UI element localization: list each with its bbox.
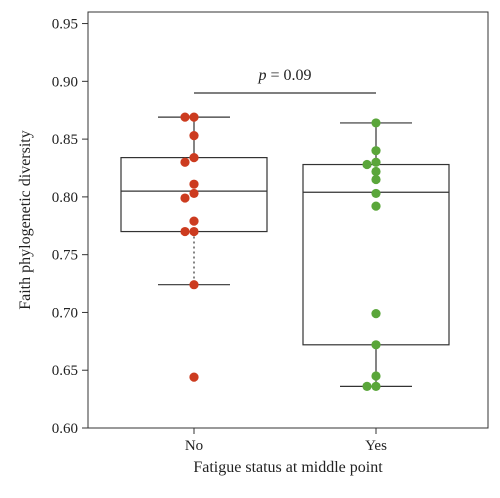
- p-value-annotation: p = 0.09: [257, 67, 311, 84]
- data-point: [189, 280, 199, 290]
- y-tick-label: 0.95: [52, 17, 78, 33]
- x-axis: No Yes: [185, 428, 387, 454]
- data-point: [371, 201, 381, 211]
- data-point: [371, 174, 381, 185]
- data-point: [371, 118, 381, 128]
- data-point: [371, 371, 381, 381]
- points-layer: [180, 112, 381, 391]
- x-tick-label: Yes: [365, 438, 387, 454]
- data-point: [371, 188, 381, 199]
- data-point: [189, 179, 199, 189]
- data-point: [180, 193, 190, 203]
- data-point: [362, 381, 372, 391]
- data-point: [362, 159, 372, 170]
- data-point: [180, 157, 190, 167]
- y-tick-label: 0.90: [52, 74, 78, 90]
- data-point: [189, 216, 199, 226]
- data-point: [189, 131, 199, 141]
- data-point: [371, 340, 381, 350]
- y-tick-label: 0.60: [52, 421, 78, 437]
- x-tick-label: No: [185, 438, 203, 454]
- plot-frame: [87, 11, 489, 429]
- data-point: [189, 226, 199, 237]
- data-point: [189, 153, 199, 163]
- y-tick-label: 0.75: [52, 248, 78, 264]
- p-value-text: = 0.09: [266, 67, 311, 84]
- x-axis-title: Fatigue status at middle point: [193, 459, 383, 476]
- p-symbol: p: [257, 67, 266, 84]
- data-point: [189, 188, 199, 199]
- data-point: [371, 157, 381, 167]
- data-point: [189, 112, 199, 122]
- y-tick-label: 0.70: [52, 305, 78, 321]
- y-tick-label: 0.85: [52, 132, 78, 148]
- data-point: [180, 226, 190, 237]
- y-axis: 0.60 0.65 0.70 0.75 0.80 0.85 0.90 0.95: [52, 17, 88, 437]
- data-point: [371, 146, 381, 156]
- data-point: [189, 372, 199, 382]
- data-point: [371, 309, 381, 319]
- data-point: [371, 381, 381, 391]
- y-tick-label: 0.65: [52, 363, 78, 379]
- boxes-layer: [120, 116, 450, 387]
- y-tick-label: 0.80: [52, 190, 78, 206]
- data-point: [180, 112, 190, 122]
- data-point: [371, 166, 381, 177]
- y-axis-title: Faith phylogenetic diversity: [17, 130, 34, 310]
